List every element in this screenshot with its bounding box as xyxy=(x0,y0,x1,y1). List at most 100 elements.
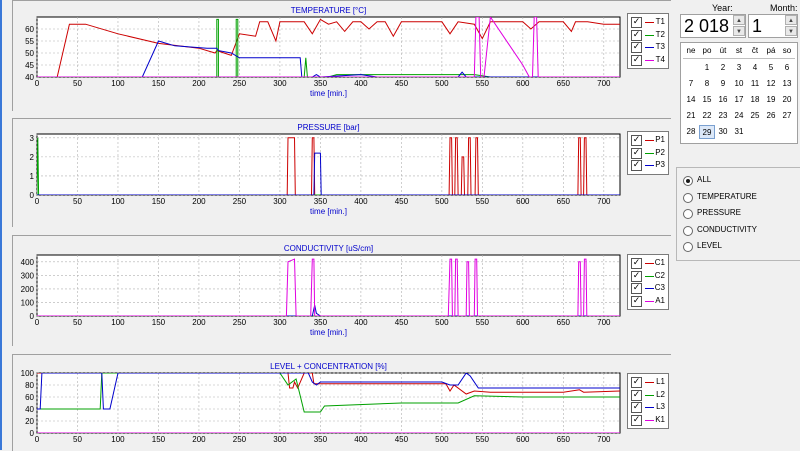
month-down-arrow-icon[interactable]: ▼ xyxy=(785,26,797,36)
calendar-day[interactable]: 22 xyxy=(702,111,712,120)
year-down-arrow-icon[interactable]: ▼ xyxy=(733,26,745,36)
calendar-day[interactable]: 8 xyxy=(704,79,710,88)
checkbox-checked-icon[interactable]: ✓ xyxy=(631,258,642,269)
y-tick-label: 60 xyxy=(25,393,34,402)
calendar-day-header: st xyxy=(731,44,747,59)
legend-item-k1[interactable]: ✓ K1 xyxy=(631,414,665,427)
filter-option-all[interactable]: ALL xyxy=(683,175,793,187)
legend-item-t2[interactable]: ✓ T2 xyxy=(631,29,665,42)
calendar-day[interactable]: 11 xyxy=(750,79,760,88)
calendar-day-header: ne xyxy=(683,44,699,59)
calendar-day[interactable]: 26 xyxy=(766,111,776,120)
checkbox-checked-icon[interactable]: ✓ xyxy=(631,389,642,401)
calendar-day[interactable]: 10 xyxy=(734,79,744,88)
month-spinner[interactable]: 1 ▲ ▼ xyxy=(748,14,798,38)
calendar-day[interactable]: 20 xyxy=(782,95,792,104)
radio-selected-icon[interactable] xyxy=(683,176,693,186)
calendar-day[interactable]: 21 xyxy=(686,111,696,120)
x-tick-label: 0 xyxy=(35,197,40,206)
legend-item-c2[interactable]: ✓ C2 xyxy=(631,270,665,283)
filter-option-level[interactable]: LEVEL xyxy=(683,241,793,253)
month-up-arrow-icon[interactable]: ▲ xyxy=(785,15,797,25)
checkbox-checked-icon[interactable]: ✓ xyxy=(631,160,642,171)
legend-swatch xyxy=(645,407,654,408)
calendar-day[interactable]: 16 xyxy=(718,95,728,104)
calendar-day[interactable]: 1 xyxy=(704,63,710,72)
year-spinner[interactable]: 2 018 ▲ ▼ xyxy=(680,14,746,38)
calendar-day[interactable]: 19 xyxy=(766,95,776,104)
checkbox-checked-icon[interactable]: ✓ xyxy=(631,377,642,388)
x-tick-label: 100 xyxy=(111,435,125,444)
legend-item-a1[interactable]: ✓ A1 xyxy=(631,295,665,308)
legend-item-p1[interactable]: ✓ P1 xyxy=(631,135,665,147)
x-tick-label: 500 xyxy=(435,435,449,444)
calendar-day[interactable]: 25 xyxy=(750,111,760,120)
x-tick-label: 550 xyxy=(476,79,490,88)
calendar-day[interactable]: 3 xyxy=(736,63,742,72)
checkbox-checked-icon[interactable]: ✓ xyxy=(631,402,642,413)
checkbox-checked-icon[interactable]: ✓ xyxy=(631,414,642,426)
x-tick-label: 650 xyxy=(557,197,571,206)
checkbox-checked-icon[interactable]: ✓ xyxy=(631,29,642,41)
legend-item-t1[interactable]: ✓ T1 xyxy=(631,17,665,29)
legend-label: C1 xyxy=(654,258,665,267)
checkbox-checked-icon[interactable]: ✓ xyxy=(631,147,642,159)
calendar-day-header: so xyxy=(779,44,795,59)
checkbox-checked-icon[interactable]: ✓ xyxy=(631,54,642,66)
series-line-t2 xyxy=(37,18,620,77)
legend-item-p2[interactable]: ✓ P2 xyxy=(631,147,665,160)
year-up-arrow-icon[interactable]: ▲ xyxy=(733,15,745,25)
calendar-day[interactable]: 17 xyxy=(734,95,744,104)
legend-item-t3[interactable]: ✓ T3 xyxy=(631,42,665,54)
calendar-day[interactable]: 7 xyxy=(688,79,694,88)
series-line-p1 xyxy=(37,137,620,195)
radio-unselected-icon[interactable] xyxy=(683,209,693,219)
calendar-day[interactable]: 4 xyxy=(752,63,758,72)
checkbox-checked-icon[interactable]: ✓ xyxy=(631,270,642,282)
legend-item-l3[interactable]: ✓ L3 xyxy=(631,402,665,414)
calendar-day[interactable]: 6 xyxy=(784,63,790,72)
calendar-day[interactable]: 18 xyxy=(750,95,760,104)
calendar-day[interactable]: 31 xyxy=(734,127,744,136)
x-tick-label: 100 xyxy=(111,318,125,327)
calendar-day[interactable]: 23 xyxy=(718,111,728,120)
checkbox-checked-icon[interactable]: ✓ xyxy=(631,42,642,53)
calendar-day[interactable]: 13 xyxy=(782,79,792,88)
calendar-day[interactable]: 30 xyxy=(718,127,728,136)
calendar-day[interactable]: 9 xyxy=(720,79,726,88)
calendar-day[interactable]: 24 xyxy=(734,111,744,120)
checkbox-checked-icon[interactable]: ✓ xyxy=(631,283,642,294)
calendar-day[interactable]: 14 xyxy=(686,95,696,104)
legend-item-l1[interactable]: ✓ L1 xyxy=(631,377,665,389)
legend-label: T3 xyxy=(655,42,665,51)
chart-legend: ✓ P1 ✓ P2 ✓ P3 xyxy=(627,131,669,175)
chart-svg: 0 50 100 150 200 250 300 350 400 450 500 550 600 650 7… xyxy=(21,362,621,444)
checkbox-checked-icon[interactable]: ✓ xyxy=(631,295,642,307)
calendar-day[interactable]: 5 xyxy=(768,63,774,72)
checkbox-checked-icon[interactable]: ✓ xyxy=(631,135,642,146)
calendar-day[interactable]: 15 xyxy=(702,95,712,104)
radio-unselected-icon[interactable] xyxy=(683,242,693,252)
calendar-day[interactable]: 27 xyxy=(782,111,792,120)
legend-item-p3[interactable]: ✓ P3 xyxy=(631,160,665,172)
legend-item-l2[interactable]: ✓ L2 xyxy=(631,389,665,402)
filter-option-label: LEVEL xyxy=(697,241,722,250)
calendar-day[interactable]: 29 xyxy=(699,125,715,139)
radio-unselected-icon[interactable] xyxy=(683,192,693,203)
checkbox-checked-icon[interactable]: ✓ xyxy=(631,17,642,28)
calendar-day[interactable]: 12 xyxy=(766,79,776,88)
x-tick-label: 400 xyxy=(354,435,368,444)
x-tick-label: 150 xyxy=(152,318,166,327)
calendar-day[interactable]: 28 xyxy=(686,127,696,136)
legend-swatch xyxy=(645,152,654,154)
filter-option-pressure[interactable]: PRESSURE xyxy=(683,208,793,220)
legend-item-c1[interactable]: ✓ C1 xyxy=(631,258,665,270)
legend-label: P3 xyxy=(655,160,665,169)
legend-item-t4[interactable]: ✓ T4 xyxy=(631,54,665,67)
filter-option-temperature[interactable]: TEMPERATURE xyxy=(683,192,793,204)
radio-unselected-icon[interactable] xyxy=(683,225,693,236)
legend-item-c3[interactable]: ✓ C3 xyxy=(631,283,665,295)
x-tick-label: 0 xyxy=(35,318,40,327)
filter-option-conductivity[interactable]: CONDUCTIVITY xyxy=(683,225,793,237)
calendar-day[interactable]: 2 xyxy=(720,63,726,72)
